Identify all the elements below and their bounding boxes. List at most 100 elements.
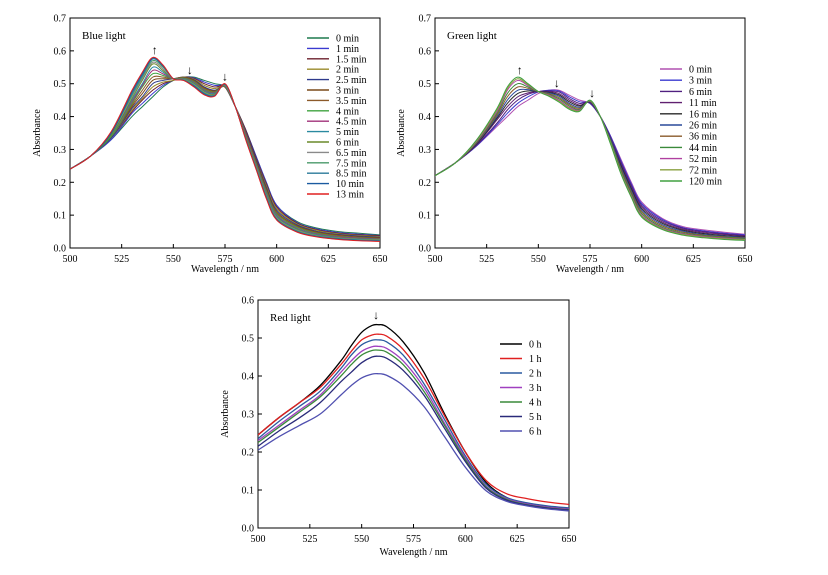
x-tick-label: 575	[218, 254, 233, 265]
x-tick-label: 650	[738, 254, 753, 265]
y-tick-label: 0.6	[419, 46, 432, 57]
x-tick-label: 650	[562, 534, 577, 545]
series-line-120-min	[435, 76, 745, 241]
y-tick-label: 0.3	[419, 145, 432, 156]
series-line-6-min	[435, 90, 745, 237]
series-line-4-h	[258, 349, 569, 511]
legend-label: 0 min	[689, 65, 712, 76]
series-line-6.5-min	[70, 61, 380, 241]
series-line-0-h	[258, 323, 569, 509]
legend-label: 52 min	[689, 154, 717, 165]
y-tick-label: 0.0	[242, 524, 255, 535]
x-tick-label: 550	[354, 534, 369, 545]
y-axis-label: Absorbance	[220, 390, 231, 438]
legend-label: 1 h	[529, 354, 542, 365]
legend-label: 6 h	[529, 427, 542, 438]
x-tick-label: 625	[686, 254, 701, 265]
y-tick-label: 0.2	[54, 178, 67, 189]
x-tick-label: 550	[531, 254, 546, 265]
legend-label: 4.5 min	[336, 117, 367, 128]
series-line-4.5-min	[70, 69, 380, 240]
legend-label: 1.5 min	[336, 54, 367, 65]
y-tick-label: 0.5	[419, 79, 432, 90]
series-line-11-min	[435, 90, 745, 237]
legend-label: 2 min	[336, 65, 359, 76]
series-line-3-h	[258, 345, 569, 510]
legend-label: 3.5 min	[336, 96, 367, 107]
series-line-1.5-min	[70, 76, 380, 237]
x-axis-label: Wavelength / nm	[556, 264, 624, 275]
series-line-13-min	[70, 56, 380, 242]
annotation-arrow: ↑	[517, 63, 523, 77]
series-line-2.5-min	[70, 76, 380, 238]
legend-label: 6 min	[336, 138, 359, 149]
y-tick-label: 0.3	[242, 410, 255, 421]
y-tick-label: 0.4	[54, 112, 67, 123]
y-tick-label: 0.0	[54, 244, 67, 255]
legend-label: 120 min	[689, 177, 722, 188]
y-tick-label: 0.4	[419, 112, 432, 123]
annotation-arrow: ↓	[373, 308, 379, 322]
annotation-arrow: ↓	[589, 86, 595, 100]
x-axis-label: Wavelength / nm	[191, 264, 259, 275]
y-tick-label: 0.5	[54, 79, 67, 90]
y-tick-label: 0.7	[54, 14, 67, 25]
y-tick-label: 0.5	[242, 334, 255, 345]
series-line-2-min	[70, 76, 380, 237]
x-tick-label: 625	[321, 254, 336, 265]
y-tick-label: 0.7	[419, 14, 432, 25]
x-tick-label: 525	[114, 254, 129, 265]
legend-label: 10 min	[336, 179, 364, 190]
legend: 0 h 1 h 2 h 3 h 4 h 5 h 6 h	[500, 340, 542, 438]
x-tick-label: 600	[269, 254, 284, 265]
legend-label: 3 h	[529, 383, 542, 394]
series-line-1-h	[258, 333, 569, 506]
series-line-4-min	[70, 72, 380, 240]
legend-label: 6 min	[689, 87, 712, 98]
x-tick-label: 525	[479, 254, 494, 265]
series-line-44-min	[435, 82, 745, 240]
series-line-0-min	[435, 89, 745, 235]
series-line-2-h	[258, 339, 569, 509]
y-tick-label: 0.2	[419, 178, 432, 189]
legend-label: 6.5 min	[336, 148, 367, 159]
y-tick-label: 0.1	[419, 211, 432, 222]
annotation-arrow: ↓	[187, 63, 193, 77]
series-line-1-min	[70, 76, 380, 237]
series-line-36-min	[435, 85, 745, 239]
series-lines	[435, 76, 745, 241]
x-tick-label: 600	[634, 254, 649, 265]
legend-label: 1 min	[336, 44, 359, 55]
x-tick-label: 600	[458, 534, 473, 545]
legend-label: 2.5 min	[336, 75, 367, 86]
x-tick-label: 500	[251, 534, 266, 545]
x-tick-label: 550	[166, 254, 181, 265]
series-line-6-h	[258, 372, 569, 512]
legend-label: 5 min	[336, 127, 359, 138]
legend-label: 0 h	[529, 340, 542, 351]
legend-label: 3 min	[336, 86, 359, 97]
series-line-16-min	[435, 90, 745, 238]
legend-label: 0 min	[336, 34, 359, 45]
y-tick-label: 0.4	[242, 372, 255, 383]
annotation-arrow: ↑	[152, 43, 158, 57]
annotation-arrow: ↓	[222, 69, 228, 83]
series-line-3.5-min	[70, 75, 380, 239]
legend-label: 16 min	[689, 109, 717, 120]
x-tick-label: 575	[406, 534, 421, 545]
y-tick-label: 0.6	[242, 296, 255, 307]
x-tick-label: 650	[373, 254, 388, 265]
y-tick-label: 0.1	[242, 486, 255, 497]
legend-label: 4 h	[529, 398, 542, 409]
x-tick-label: 575	[583, 254, 598, 265]
y-tick-label: 0.6	[54, 46, 67, 57]
series-line-26-min	[435, 88, 745, 238]
legend-label: 5 h	[529, 412, 542, 423]
series-line-52-min	[435, 79, 745, 240]
y-tick-label: 0.1	[54, 211, 67, 222]
series-line-3-min	[70, 76, 380, 239]
y-tick-label: 0.0	[419, 244, 432, 255]
